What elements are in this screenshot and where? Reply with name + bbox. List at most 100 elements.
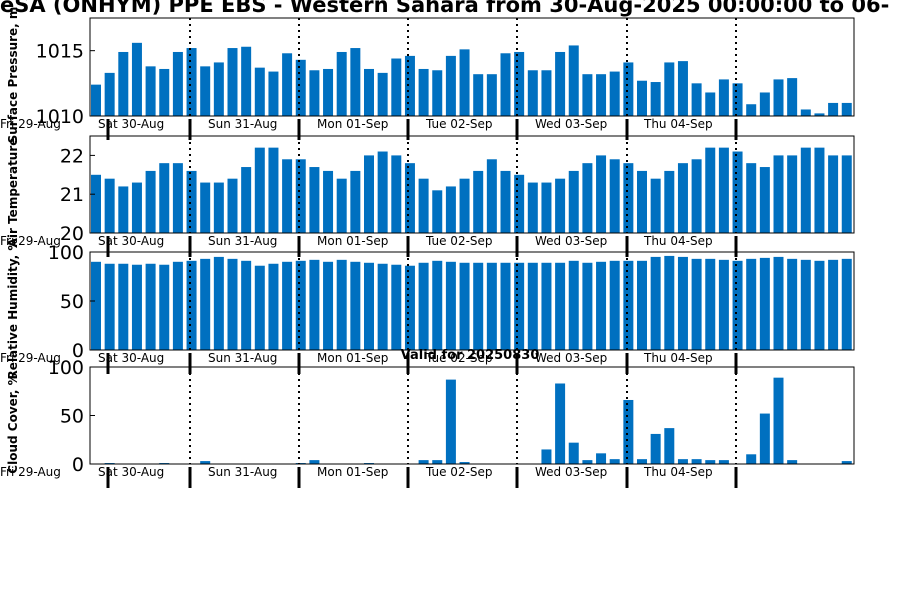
bar [705, 92, 715, 116]
bar [787, 78, 797, 116]
bar [118, 186, 128, 233]
day-label: Sun 31-Aug [208, 117, 277, 131]
bar [446, 262, 456, 350]
bar [419, 179, 429, 233]
chart-title: eSA (ONHYM) PPE EBS - Western Sahara fro… [0, 0, 889, 17]
bar [214, 183, 224, 233]
bar [692, 259, 702, 350]
day-label: Sun 31-Aug [208, 234, 277, 248]
bar [760, 258, 770, 350]
bar [378, 73, 388, 116]
bar [569, 261, 579, 350]
bar [268, 72, 278, 116]
bar [637, 261, 647, 350]
bar [651, 257, 661, 350]
y-tick-label: 0 [72, 454, 84, 476]
bar [514, 263, 524, 350]
bar [541, 449, 551, 464]
bar [118, 264, 128, 350]
bar [651, 82, 661, 116]
bar [582, 460, 592, 464]
day-label: Sat 30-Aug [98, 351, 164, 365]
bar [705, 259, 715, 350]
day-label: Thu 04-Sep [643, 234, 713, 248]
bar [187, 171, 197, 233]
bar [405, 266, 415, 350]
bar [323, 69, 333, 116]
valid-date-label: Valid for 20250830 [401, 348, 540, 363]
day-label: Thu 04-Sep [643, 117, 713, 131]
bar [309, 460, 319, 464]
bar [801, 260, 811, 350]
bar [842, 155, 852, 233]
bar [282, 53, 292, 116]
bar [514, 175, 524, 233]
bar [200, 66, 210, 116]
bar [733, 261, 743, 350]
bar [255, 148, 265, 233]
bar [760, 414, 770, 464]
bar [569, 45, 579, 116]
bar [541, 263, 551, 350]
bar [555, 263, 565, 350]
bar [692, 459, 702, 464]
bar [200, 183, 210, 233]
bar [664, 428, 674, 464]
day-label: Mon 01-Sep [317, 117, 388, 131]
bar [828, 260, 838, 350]
bar [200, 259, 210, 350]
bar [214, 257, 224, 350]
y-tick-label: 1015 [36, 41, 84, 63]
day-label: Mon 01-Sep [317, 351, 388, 365]
bar [760, 92, 770, 116]
y-tick-label: 50 [60, 406, 84, 428]
y-axis-label: Air Temperature [6, 138, 20, 248]
bar [528, 263, 538, 350]
bar [146, 66, 156, 116]
bar [405, 56, 415, 116]
bar [91, 262, 101, 350]
bar [419, 69, 429, 116]
day-label: Sun 31-Aug [208, 351, 277, 365]
plot-frame [90, 367, 854, 464]
day-label: Tue 02-Sep [425, 465, 493, 479]
y-tick-label: 100 [48, 242, 84, 264]
bar [719, 460, 729, 464]
bar [501, 53, 511, 116]
bar [582, 263, 592, 350]
bar [118, 52, 128, 116]
bar [514, 52, 524, 116]
bar [132, 183, 142, 233]
day-label: Wed 03-Sep [535, 234, 607, 248]
bar [610, 459, 620, 464]
bar [432, 261, 442, 350]
bar [555, 179, 565, 233]
bar [705, 148, 715, 233]
bar [432, 190, 442, 233]
day-label: Thu 04-Sep [643, 465, 713, 479]
bar [187, 261, 197, 350]
bar [91, 85, 101, 116]
bar [173, 52, 183, 116]
bar [432, 70, 442, 116]
bar [501, 263, 511, 350]
bar [610, 159, 620, 233]
bar [774, 79, 784, 116]
bar [364, 69, 374, 116]
bar [405, 163, 415, 233]
bar [268, 264, 278, 350]
day-label: Mon 01-Sep [317, 465, 388, 479]
bar [323, 171, 333, 233]
bar [623, 62, 633, 116]
y-tick-label: 100 [48, 357, 84, 379]
bar [746, 163, 756, 233]
bar [664, 171, 674, 233]
bar [432, 460, 442, 464]
day-label: Fri 29-Aug [0, 117, 61, 131]
bar [241, 261, 251, 350]
bar [241, 167, 251, 233]
bar [337, 260, 347, 350]
bar [132, 43, 142, 116]
bar [159, 265, 169, 350]
